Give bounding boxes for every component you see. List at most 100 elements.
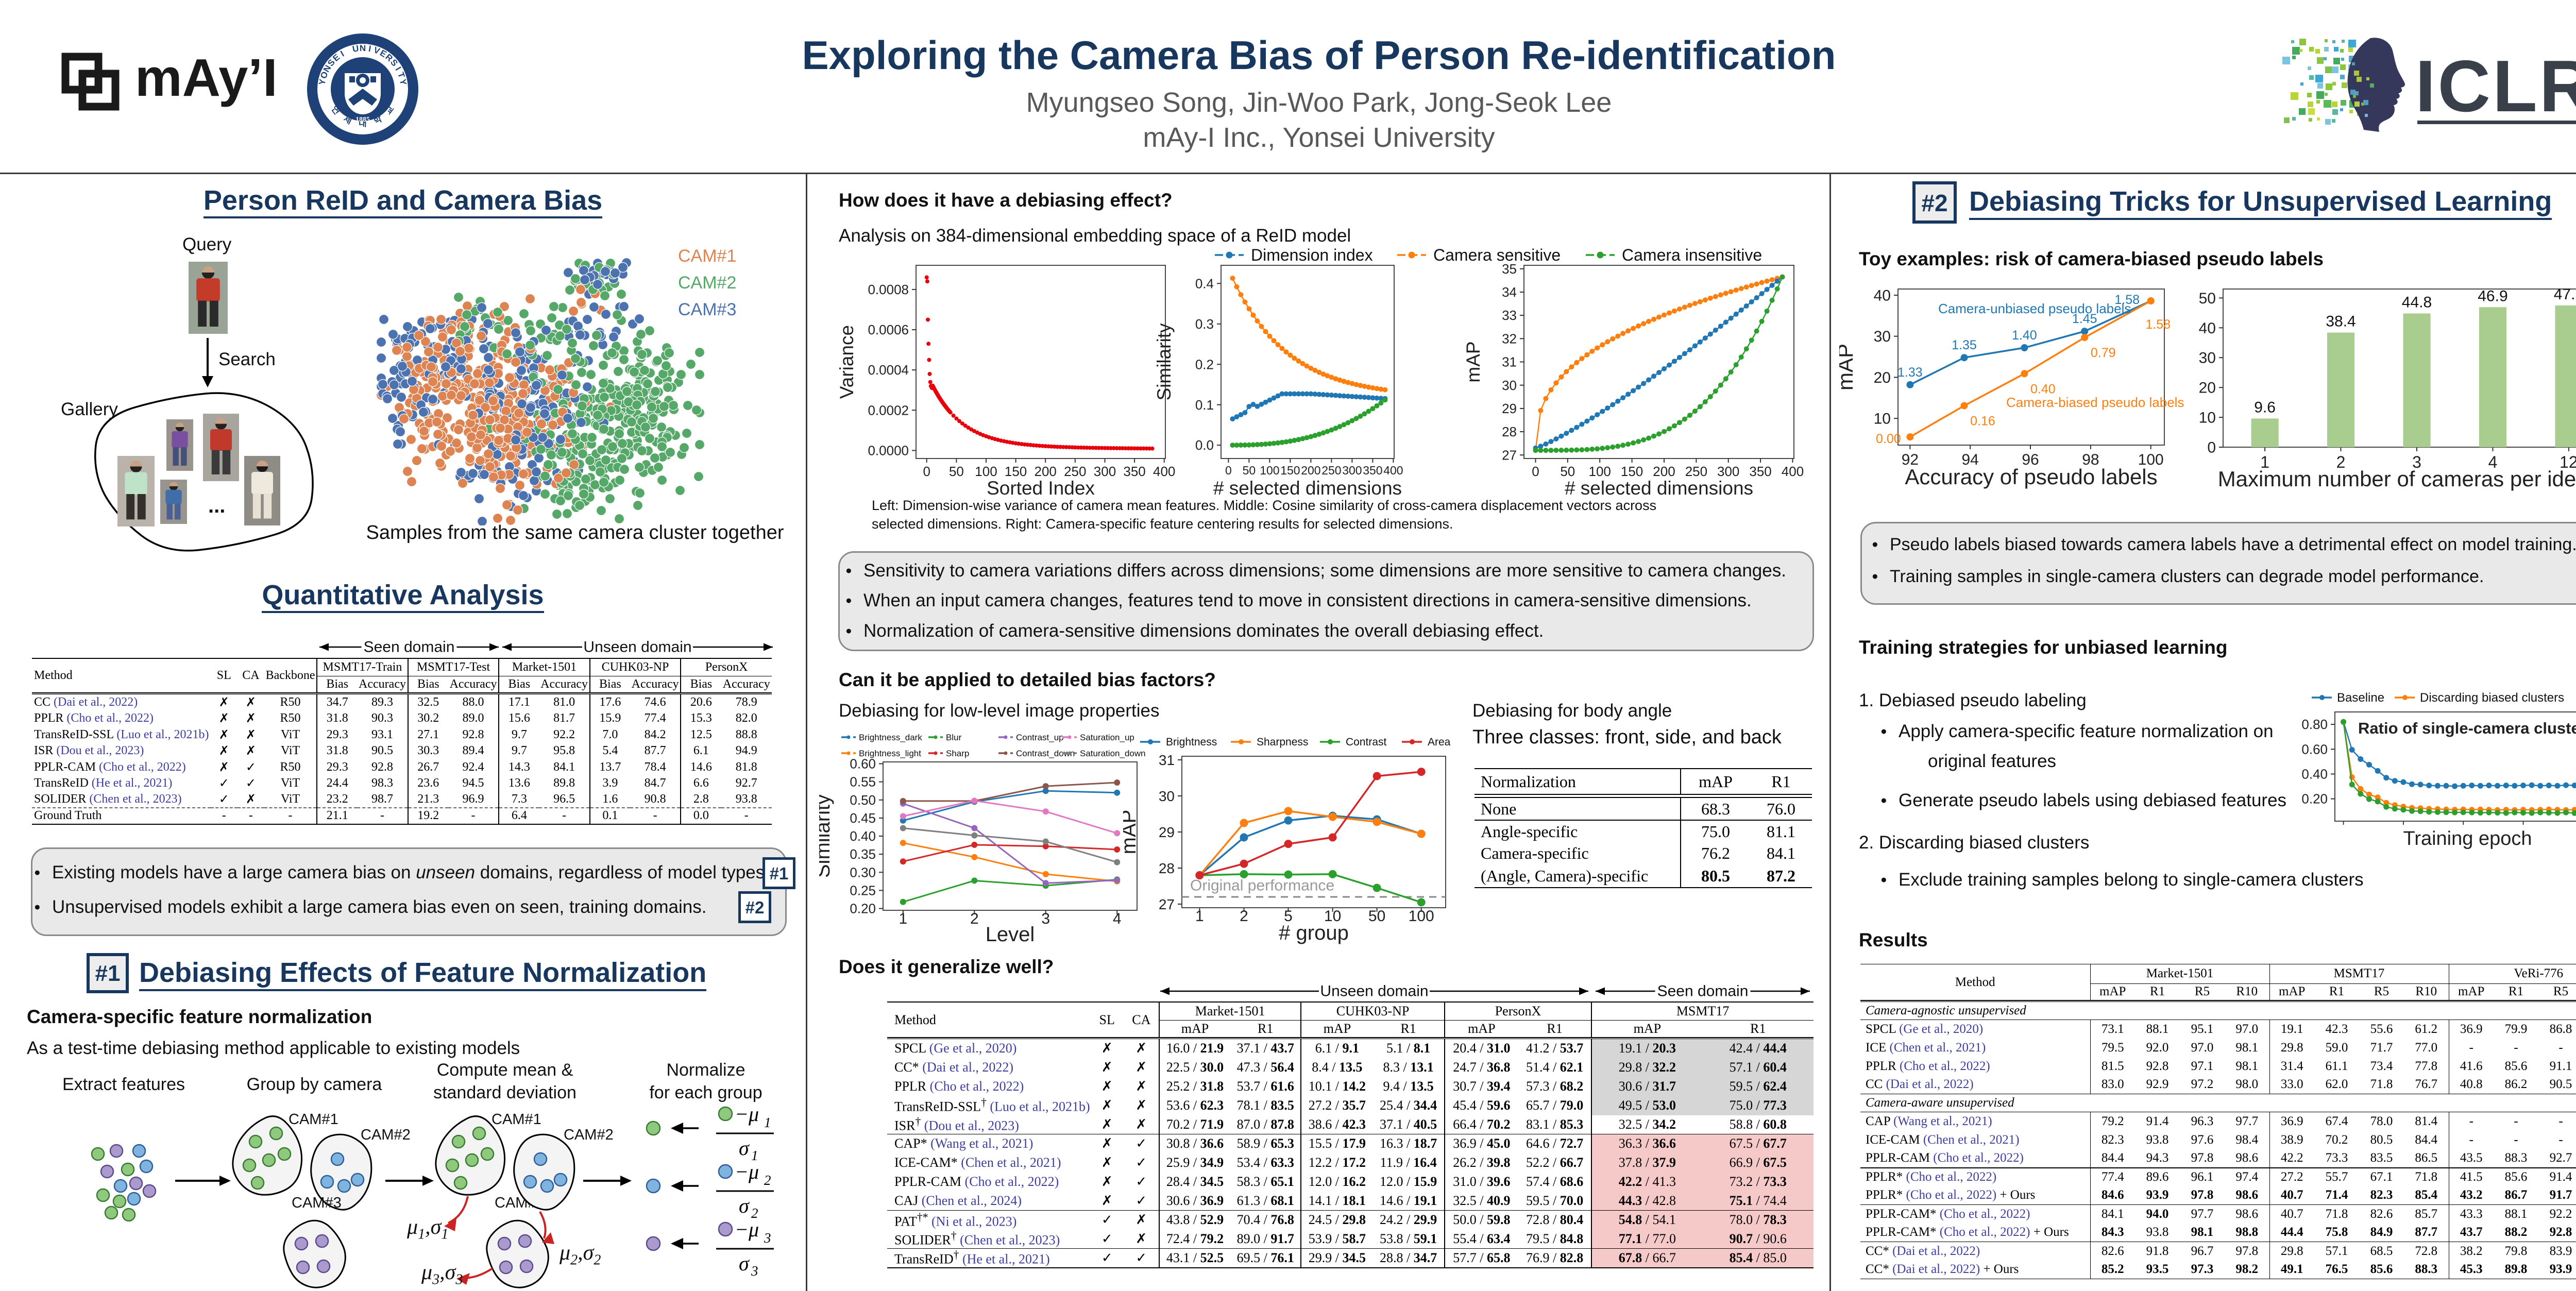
svg-text:mAP: mAP	[1839, 344, 1857, 390]
svg-text:1.58: 1.58	[2145, 317, 2171, 332]
svg-text:4: 4	[2488, 453, 2498, 471]
svg-text:2: 2	[2336, 453, 2346, 471]
svg-text:350: 350	[1363, 464, 1382, 477]
svg-text:N: N	[360, 43, 366, 53]
svg-text:mAP: mAP	[2179, 345, 2180, 392]
svg-text:Contrast_down: Contrast_down	[1016, 749, 1075, 758]
svg-text:mAP: mAP	[1123, 810, 1140, 855]
svg-text:0: 0	[923, 464, 930, 479]
svg-text:# selected dimensions: # selected dimensions	[1213, 478, 1402, 499]
svg-text:28: 28	[1159, 860, 1175, 876]
svg-text:400: 400	[1153, 464, 1175, 479]
svg-text:27: 27	[1159, 896, 1175, 912]
svg-text:Brightness_dark: Brightness_dark	[859, 733, 922, 742]
svg-text:Maximum number of cameras per: Maximum number of cameras per identity	[2218, 467, 2576, 491]
svg-text:40: 40	[1874, 287, 1891, 304]
svg-text:0.40: 0.40	[850, 828, 876, 844]
svg-text:200: 200	[1653, 464, 1675, 479]
svg-text:CAM#2: CAM#2	[564, 1127, 614, 1143]
svg-text:20: 20	[1874, 369, 1891, 386]
svg-text:32: 32	[1502, 331, 1517, 346]
svg-text:40: 40	[2199, 320, 2216, 337]
svg-text:100: 100	[1589, 464, 1611, 479]
svg-text:Saturation_down: Saturation_down	[1080, 749, 1146, 758]
svg-text:Dimension index: Dimension index	[1251, 246, 1373, 264]
svg-text:1.35: 1.35	[1952, 338, 1977, 352]
svg-text:350: 350	[1123, 464, 1145, 479]
svg-text:3: 3	[2412, 453, 2421, 471]
svg-text:0.25: 0.25	[850, 883, 876, 898]
svg-text:0.40: 0.40	[2301, 767, 2328, 782]
svg-text:2: 2	[1240, 908, 1248, 925]
svg-text:Variance: Variance	[836, 325, 857, 399]
svg-text:Camera insensitive: Camera insensitive	[1622, 246, 1762, 264]
svg-text:1.33: 1.33	[1897, 365, 1923, 380]
svg-text:100: 100	[975, 464, 997, 479]
svg-text:0.40: 0.40	[2030, 382, 2056, 396]
svg-text:33: 33	[1502, 308, 1517, 323]
svg-text:CAM#2: CAM#2	[361, 1127, 411, 1143]
svg-text:σ: σ	[739, 1194, 750, 1217]
svg-text:Seen domain: Seen domain	[364, 639, 455, 656]
svg-text:0.20: 0.20	[2301, 791, 2328, 807]
svg-text:400: 400	[1782, 464, 1804, 479]
svg-text:Camera-unbiased pseudo labels: Camera-unbiased pseudo labels	[1938, 301, 2131, 316]
svg-text:CAM#1: CAM#1	[289, 1111, 338, 1128]
svg-text:Brightness_light: Brightness_light	[859, 749, 921, 758]
svg-text:Contrast_up: Contrast_up	[1016, 733, 1064, 742]
svg-text:Training epoch: Training epoch	[2403, 828, 2532, 850]
svg-text:1885: 1885	[355, 116, 370, 124]
svg-text:0: 0	[1225, 464, 1232, 477]
svg-text:Sharpness: Sharpness	[1257, 736, 1308, 748]
svg-text:−μ: −μ	[735, 1218, 759, 1241]
svg-text:0.4: 0.4	[1195, 276, 1214, 291]
svg-text:20: 20	[2199, 380, 2216, 397]
svg-text:50: 50	[1560, 464, 1575, 479]
svg-text:−μ: −μ	[735, 1160, 759, 1183]
svg-text:2: 2	[751, 1205, 758, 1221]
svg-text:Seen domain: Seen domain	[1657, 983, 1749, 1000]
svg-text:10: 10	[2199, 410, 2216, 427]
svg-text:Sharp: Sharp	[946, 749, 969, 758]
svg-text:2: 2	[970, 910, 979, 927]
svg-text:92: 92	[1902, 451, 1919, 468]
svg-text:Camera sensitive: Camera sensitive	[1433, 246, 1561, 264]
svg-text:250: 250	[1064, 464, 1086, 479]
svg-text:0.0006: 0.0006	[868, 322, 909, 337]
svg-text:1: 1	[2260, 453, 2269, 471]
svg-text:0.50: 0.50	[850, 792, 876, 808]
svg-text:350: 350	[1749, 464, 1771, 479]
svg-text:50: 50	[1368, 908, 1385, 925]
svg-text:σ: σ	[739, 1136, 750, 1160]
svg-text:CAM#3: CAM#3	[292, 1195, 342, 1211]
svg-text:0.0008: 0.0008	[868, 282, 909, 297]
svg-text:46.9: 46.9	[2478, 287, 2507, 304]
svg-text:0.35: 0.35	[850, 846, 876, 862]
svg-text:44.8: 44.8	[2402, 294, 2432, 311]
svg-text:O: O	[318, 70, 330, 80]
svg-text:0.0: 0.0	[1195, 437, 1214, 453]
svg-text:2: 2	[764, 1173, 771, 1188]
svg-text:150: 150	[1280, 464, 1300, 477]
svg-text:100: 100	[1260, 464, 1279, 477]
svg-text:0.60: 0.60	[850, 756, 876, 772]
svg-text:31: 31	[1502, 354, 1517, 370]
svg-text:50: 50	[1243, 464, 1256, 477]
svg-text:Accuracy of pseudo labels: Accuracy of pseudo labels	[1905, 465, 2157, 489]
svg-text:0: 0	[2207, 439, 2216, 456]
svg-text:0.0000: 0.0000	[868, 443, 909, 458]
svg-text:100: 100	[1409, 908, 1434, 925]
svg-text:Sorted Index: Sorted Index	[987, 478, 1095, 499]
svg-text:σ: σ	[739, 1252, 750, 1275]
svg-text:Discarding biased clusters: Discarding biased clusters	[2420, 691, 2564, 705]
svg-text:5: 5	[1284, 908, 1293, 925]
svg-text:3: 3	[764, 1230, 771, 1246]
svg-text:50: 50	[2199, 290, 2216, 307]
svg-text:4: 4	[1113, 910, 1122, 927]
svg-text:30: 30	[1874, 328, 1891, 345]
svg-text:10: 10	[1874, 411, 1891, 428]
svg-text:Blur: Blur	[946, 733, 962, 742]
svg-text:Unseen domain: Unseen domain	[1320, 983, 1428, 1000]
svg-text:Ratio of single-camera cluster: Ratio of single-camera clusters	[2358, 719, 2576, 737]
svg-text:0.60: 0.60	[2301, 741, 2328, 757]
